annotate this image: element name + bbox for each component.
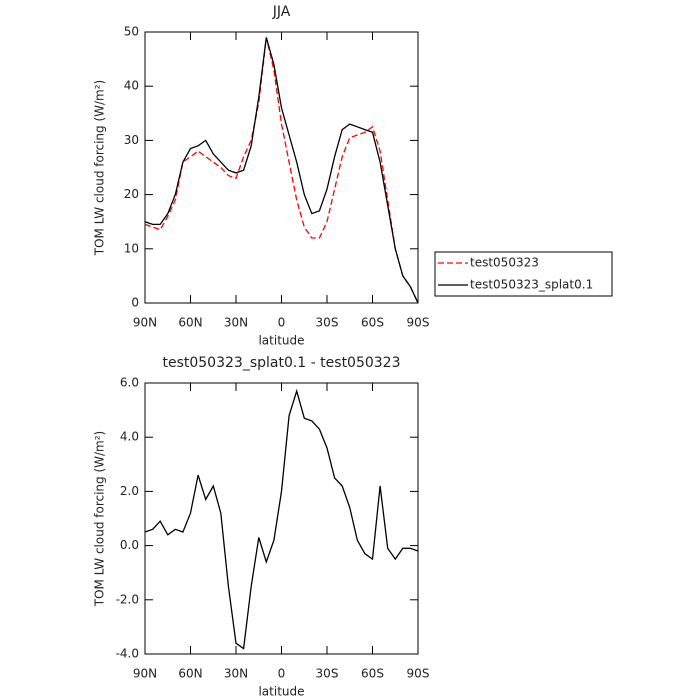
x-tick-label: 30N	[224, 316, 248, 330]
x-tick-label: 30S	[316, 316, 339, 330]
legend-box	[434, 251, 613, 297]
chart-title: test050323_splat0.1 - test050323	[162, 355, 400, 371]
y-axis-label: TOM LW cloud forcing (W/m²)	[93, 431, 107, 608]
x-tick-label: 60N	[178, 316, 202, 330]
x-axis-label: latitude	[258, 334, 304, 348]
y-tick-label: 10	[124, 241, 139, 255]
data-line	[144, 37, 419, 304]
x-tick-label: 60S	[361, 667, 384, 681]
x-tick-label: 90N	[133, 316, 157, 330]
plot-frame	[144, 31, 419, 304]
data-line	[144, 388, 419, 650]
chart-title: JJA	[272, 4, 291, 20]
y-tick-label: 4.0	[120, 430, 139, 444]
x-tick-label: 30S	[316, 667, 339, 681]
x-axis-label: latitude	[258, 685, 304, 699]
y-axis-label: TOM LW cloud forcing (W/m²)	[93, 80, 107, 257]
y-tick-label: -2.0	[116, 592, 139, 606]
y-tick-label: 6.0	[120, 376, 139, 390]
y-tick-label: 50	[124, 25, 139, 39]
data-line	[144, 37, 419, 304]
y-tick-label: 0	[131, 296, 139, 310]
x-tick-label: 60S	[361, 316, 384, 330]
x-tick-label: 60N	[178, 667, 202, 681]
x-tick-label: 30N	[224, 667, 248, 681]
legend-label: test050323_splat0.1	[470, 278, 593, 292]
y-tick-label: -4.0	[116, 647, 139, 661]
x-tick-label: 0	[278, 316, 286, 330]
y-tick-label: 40	[124, 79, 139, 93]
x-tick-label: 0	[278, 667, 286, 681]
x-tick-label: 90N	[133, 667, 157, 681]
y-tick-label: 0.0	[120, 538, 139, 552]
y-tick-label: 2.0	[120, 484, 139, 498]
y-tick-label: 30	[124, 133, 139, 147]
y-tick-label: 20	[124, 187, 139, 201]
x-tick-label: 90S	[407, 667, 430, 681]
legend-label: test050323	[470, 256, 539, 270]
x-tick-label: 90S	[407, 316, 430, 330]
